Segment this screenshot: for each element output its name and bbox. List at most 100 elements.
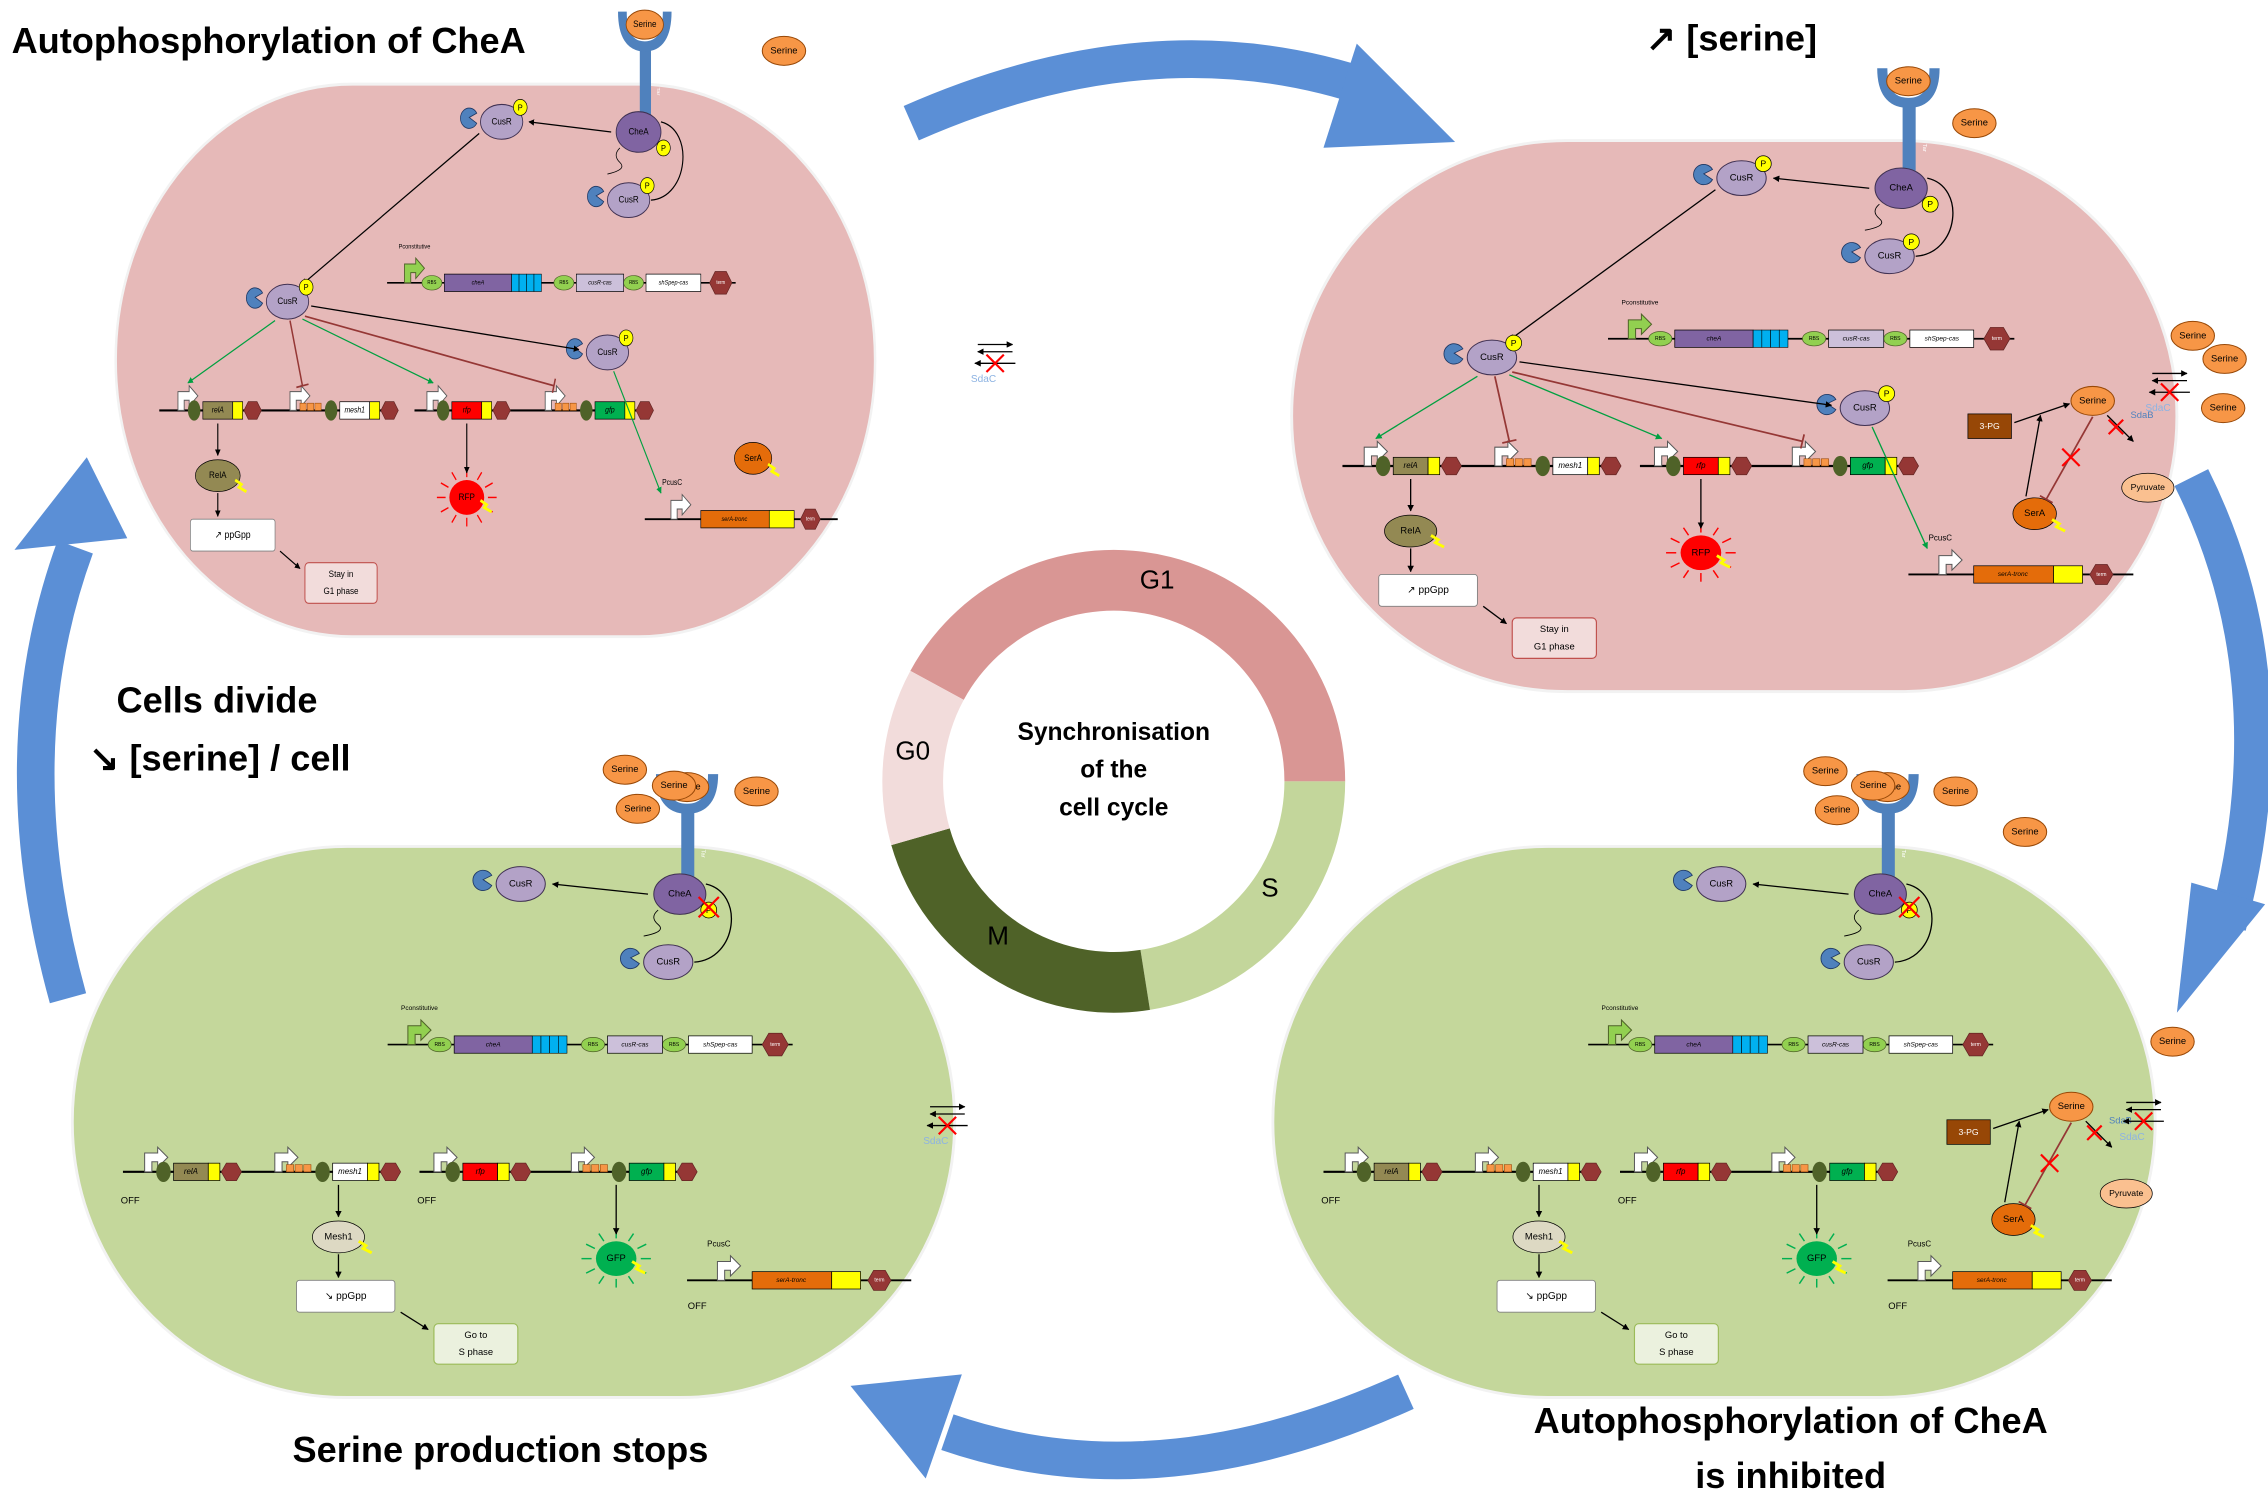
glow-ray: [1828, 1233, 1835, 1242]
label: ↘ ppGpp: [325, 1291, 367, 1302]
label: GFP: [607, 1252, 626, 1263]
label: SerA: [2024, 507, 2046, 518]
label: OFF: [121, 1194, 140, 1205]
label: CusR: [1853, 402, 1877, 413]
glow-ray: [1798, 1233, 1806, 1242]
operator: [1752, 329, 1763, 348]
phosphate: [299, 278, 314, 296]
label: cusR-cas: [621, 1041, 649, 1048]
label: CusR: [492, 116, 512, 127]
label: Serine: [2210, 402, 2237, 413]
glow-ray: [598, 1275, 605, 1285]
label: SdaC: [2119, 1132, 2144, 1143]
glow-ray: [1837, 1243, 1848, 1250]
label: cheA: [1707, 335, 1722, 342]
label: RBS: [669, 1042, 680, 1048]
terminator: [635, 401, 654, 420]
link: [1864, 203, 1883, 231]
bolt: [357, 1240, 373, 1255]
label: of the: [1080, 757, 1147, 784]
glow-ray: [1798, 1275, 1806, 1285]
phosphate: [700, 901, 718, 919]
label: Serine: [2179, 329, 2206, 340]
label: RFP: [1691, 546, 1710, 557]
link: [1894, 883, 1933, 963]
glow-ray: [1670, 537, 1680, 544]
label: term: [806, 516, 815, 522]
glow-ray: [476, 514, 483, 523]
promoter: [570, 1146, 596, 1173]
operator: [1761, 329, 1771, 348]
label: SdaB: [2109, 1115, 2132, 1126]
label: shSpep-cas: [1925, 335, 1960, 342]
inhibition-bar: [1502, 438, 1517, 444]
terminator: [1897, 456, 1919, 476]
label: P: [1927, 199, 1933, 209]
label: OFF: [417, 1194, 436, 1205]
glow-ray: [440, 482, 449, 488]
label: P: [661, 143, 666, 153]
activation-arrow: [187, 319, 276, 384]
cross: [2061, 447, 2081, 467]
promoter: [289, 384, 311, 411]
gene-tag: [481, 401, 492, 420]
gene-tag: [207, 1162, 221, 1181]
label: G1: [1140, 565, 1175, 595]
label: P: [645, 181, 650, 191]
label: P: [1884, 389, 1890, 399]
serine: [1952, 108, 1997, 139]
rbs: [1356, 1161, 1372, 1182]
operator: [1749, 1035, 1760, 1054]
operator: [1791, 1164, 1800, 1173]
label: ↘ ppGpp: [1525, 1291, 1567, 1302]
cusr: [480, 103, 524, 140]
phase-box: [1633, 1323, 1719, 1365]
activation-arrow: [613, 371, 662, 494]
link: [607, 147, 623, 175]
label: OFF: [1618, 1194, 1637, 1205]
label: CheA: [668, 888, 692, 899]
cusr: [1864, 238, 1915, 275]
label: ↗ ppGpp: [215, 529, 251, 541]
label: Serine: [2211, 352, 2238, 363]
operator: [1523, 458, 1532, 467]
label: RBS: [427, 280, 436, 286]
operator: [1495, 1164, 1504, 1173]
phase-box: [304, 562, 378, 604]
label: G0: [895, 735, 930, 765]
terminator: [1421, 1162, 1443, 1181]
operator: [558, 1035, 568, 1054]
cross: [2086, 1124, 2103, 1141]
label: Pconstitutive: [1621, 299, 1658, 306]
terminator: [761, 1032, 789, 1057]
serine: [1850, 770, 1896, 801]
operator: [1800, 1164, 1809, 1173]
label: rfp: [1696, 461, 1706, 470]
cusr: [607, 182, 651, 219]
promoter: [1791, 440, 1817, 467]
reporter: [1796, 1241, 1837, 1276]
glow-ray: [627, 1233, 635, 1242]
cell-body: [114, 82, 877, 639]
label: gfp: [1862, 461, 1874, 470]
gene-tag: [663, 1162, 676, 1181]
label: Tar: [1921, 144, 1927, 152]
label: Serine: [1823, 804, 1850, 815]
label: Tar: [655, 87, 661, 95]
label: Pyruvate: [2109, 1188, 2143, 1198]
label: cheA: [486, 1041, 501, 1048]
sera: [1991, 1203, 2036, 1236]
serine: [2170, 320, 2215, 351]
label: term: [2075, 1278, 2085, 1284]
operator: [1778, 329, 1789, 348]
label: SdaC: [2145, 403, 2170, 414]
terminator: [510, 1162, 532, 1181]
terminator: [243, 401, 262, 420]
gene-tag: [1697, 1162, 1711, 1181]
label: CusR: [1857, 956, 1881, 967]
gene-tag: [624, 401, 636, 420]
gene-tag: [1884, 456, 1898, 476]
label: Serine: [1895, 75, 1922, 86]
gene-tag: [1587, 456, 1600, 476]
arrow: [2025, 414, 2043, 497]
